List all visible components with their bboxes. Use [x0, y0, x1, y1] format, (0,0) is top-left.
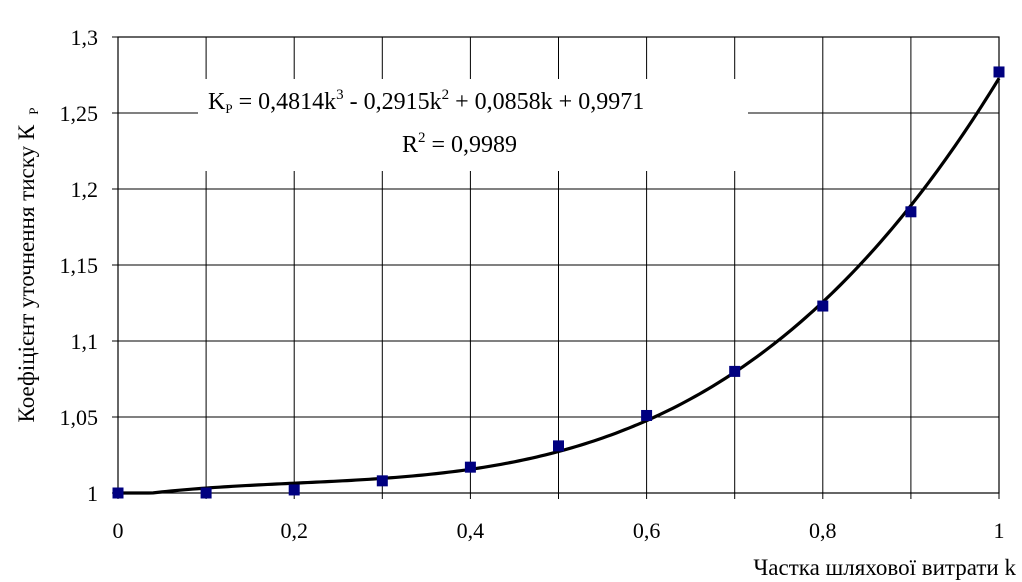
- x-tick-label: 1: [994, 518, 1005, 543]
- x-tick-label: 0: [113, 518, 124, 543]
- x-tick-label: 0,6: [633, 518, 661, 543]
- y-tick-label: 1,25: [60, 101, 99, 126]
- y-axis-title-main: Коефіцієнт уточнення тиску К: [14, 124, 39, 422]
- equation-part1: = 0,4814k: [233, 89, 337, 115]
- x-axis: 0 0,2 0,4 0,6 0,8 1: [113, 493, 1005, 543]
- equation-text: KP = 0,4814k3 - 0,2915k2 + 0,0858k + 0,9…: [208, 87, 644, 116]
- data-point: [729, 365, 741, 377]
- y-axis-title: Коефіцієнт уточнення тиску К Р: [14, 108, 41, 423]
- data-point: [112, 487, 124, 499]
- y-tick-label: 1,15: [60, 253, 99, 278]
- r-squared-text: R2 = 0,9989: [402, 130, 517, 158]
- data-point: [641, 409, 653, 421]
- r-squared-base: R: [402, 132, 418, 158]
- data-point: [905, 206, 917, 218]
- y-axis-title-sub: Р: [26, 108, 41, 115]
- data-point: [993, 66, 1005, 78]
- x-tick-label: 0,8: [809, 518, 837, 543]
- y-tick-label: 1,05: [60, 405, 99, 430]
- data-point: [288, 484, 300, 496]
- data-point: [553, 440, 564, 452]
- data-point: [817, 300, 829, 312]
- data-point: [376, 475, 388, 487]
- equation-sup2: 2: [442, 87, 450, 103]
- x-tick-label: 0,4: [457, 518, 485, 543]
- data-point: [200, 487, 212, 499]
- y-tick-label: 1,2: [71, 177, 99, 202]
- equation-part2: - 0,2915k: [344, 89, 442, 115]
- x-axis-title: Частка шляхової витрати k: [753, 555, 1016, 580]
- data-point: [464, 461, 476, 473]
- equation-sup1: 3: [336, 87, 344, 103]
- data-points: [112, 66, 1005, 499]
- equation-k-sub: P: [225, 101, 232, 116]
- y-axis: 1 1,05 1,1 1,15 1,2 1,25 1,3: [60, 25, 118, 506]
- equation-k: K: [208, 89, 226, 115]
- equation-part3: + 0,0858k + 0,9971: [449, 89, 644, 115]
- r-squared-sup: 2: [418, 130, 426, 146]
- r-squared-value: = 0,9989: [426, 132, 518, 158]
- y-tick-label: 1,1: [71, 329, 99, 354]
- x-tick-label: 0,2: [280, 518, 308, 543]
- trendline: [118, 77, 1001, 495]
- equation-box: [198, 79, 748, 171]
- y-tick-label: 1: [87, 481, 98, 506]
- y-tick-label: 1,3: [71, 25, 99, 50]
